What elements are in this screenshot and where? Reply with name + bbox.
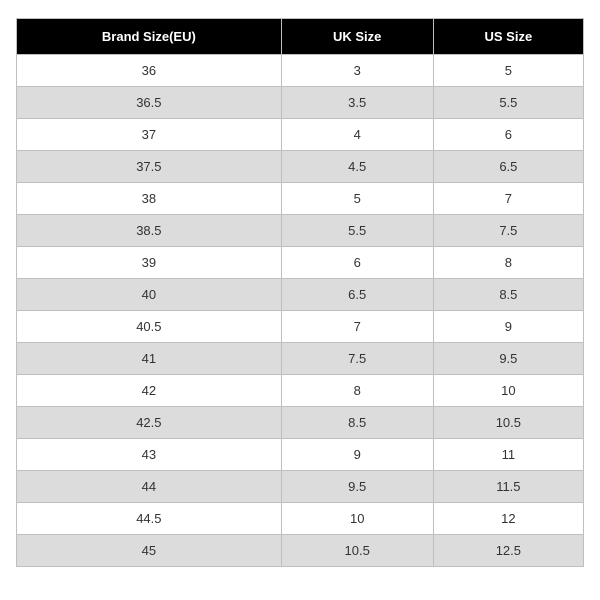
table-cell: 11	[433, 439, 583, 471]
table-row: 40.579	[17, 311, 584, 343]
table-cell: 8	[433, 247, 583, 279]
table-cell: 40.5	[17, 311, 282, 343]
table-cell: 12	[433, 503, 583, 535]
table-cell: 9.5	[433, 343, 583, 375]
table-row: 406.58.5	[17, 279, 584, 311]
table-row: 4510.512.5	[17, 535, 584, 567]
table-cell: 38	[17, 183, 282, 215]
col-brand-size-eu: Brand Size(EU)	[17, 19, 282, 55]
table-row: 44.51012	[17, 503, 584, 535]
table-cell: 36.5	[17, 87, 282, 119]
col-uk-size: UK Size	[281, 19, 433, 55]
table-row: 3746	[17, 119, 584, 151]
table-cell: 4.5	[281, 151, 433, 183]
table-row: 36.53.55.5	[17, 87, 584, 119]
table-row: 42.58.510.5	[17, 407, 584, 439]
table-cell: 5.5	[433, 87, 583, 119]
table-cell: 44.5	[17, 503, 282, 535]
table-cell: 9	[281, 439, 433, 471]
table-cell: 42	[17, 375, 282, 407]
table-cell: 10.5	[281, 535, 433, 567]
size-chart-table: Brand Size(EU) UK Size US Size 363536.53…	[16, 18, 584, 567]
table-row: 3857	[17, 183, 584, 215]
table-cell: 5.5	[281, 215, 433, 247]
table-cell: 37.5	[17, 151, 282, 183]
table-cell: 9.5	[281, 471, 433, 503]
table-row: 38.55.57.5	[17, 215, 584, 247]
table-cell: 5	[433, 55, 583, 87]
table-cell: 7	[433, 183, 583, 215]
table-cell: 8.5	[433, 279, 583, 311]
table-cell: 3.5	[281, 87, 433, 119]
table-cell: 37	[17, 119, 282, 151]
table-cell: 36	[17, 55, 282, 87]
table-cell: 7.5	[433, 215, 583, 247]
table-cell: 7.5	[281, 343, 433, 375]
table-cell: 11.5	[433, 471, 583, 503]
header-row: Brand Size(EU) UK Size US Size	[17, 19, 584, 55]
table-cell: 43	[17, 439, 282, 471]
table-cell: 6.5	[433, 151, 583, 183]
table-cell: 6	[281, 247, 433, 279]
table-cell: 44	[17, 471, 282, 503]
table-cell: 3	[281, 55, 433, 87]
table-cell: 40	[17, 279, 282, 311]
table-cell: 10	[281, 503, 433, 535]
table-cell: 45	[17, 535, 282, 567]
table-row: 417.59.5	[17, 343, 584, 375]
table-cell: 8	[281, 375, 433, 407]
table-row: 42810	[17, 375, 584, 407]
table-cell: 10.5	[433, 407, 583, 439]
table-cell: 9	[433, 311, 583, 343]
table-cell: 6	[433, 119, 583, 151]
table-cell: 38.5	[17, 215, 282, 247]
table-cell: 5	[281, 183, 433, 215]
table-row: 43911	[17, 439, 584, 471]
col-us-size: US Size	[433, 19, 583, 55]
table-cell: 4	[281, 119, 433, 151]
table-cell: 42.5	[17, 407, 282, 439]
table-row: 37.54.56.5	[17, 151, 584, 183]
table-cell: 12.5	[433, 535, 583, 567]
table-cell: 7	[281, 311, 433, 343]
table-cell: 41	[17, 343, 282, 375]
table-cell: 8.5	[281, 407, 433, 439]
table-row: 449.511.5	[17, 471, 584, 503]
table-cell: 39	[17, 247, 282, 279]
table-row: 3635	[17, 55, 584, 87]
table-cell: 6.5	[281, 279, 433, 311]
table-cell: 10	[433, 375, 583, 407]
table-row: 3968	[17, 247, 584, 279]
